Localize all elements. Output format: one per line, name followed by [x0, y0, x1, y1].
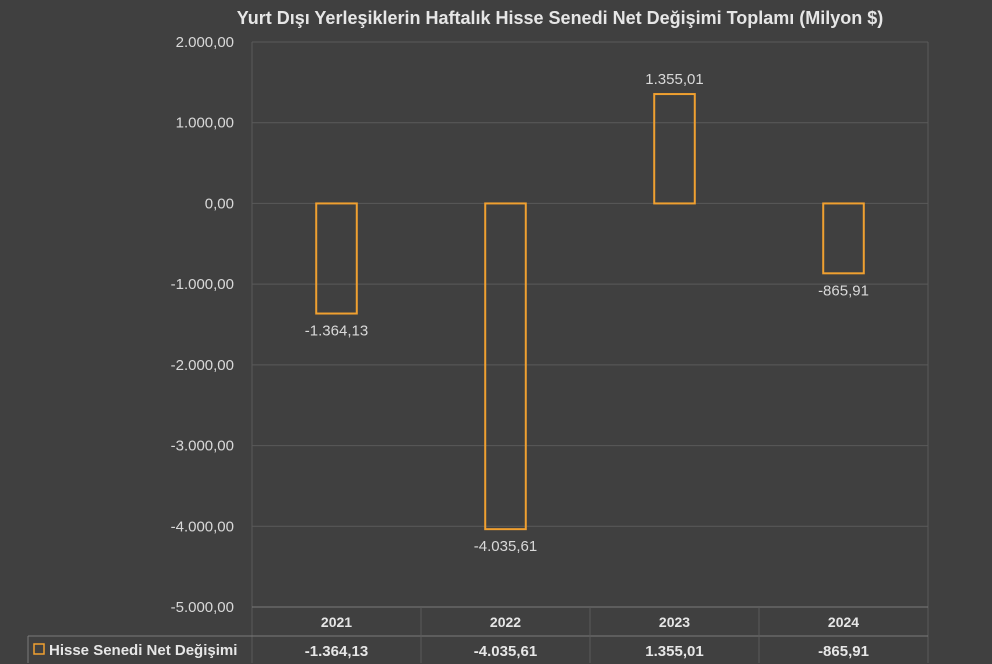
table-value: 1.355,01	[645, 643, 703, 660]
y-tick-label: -3.000,00	[171, 438, 234, 455]
table-value: -1.364,13	[305, 643, 368, 660]
table-value: -4.035,61	[474, 643, 537, 660]
legend-key	[33, 643, 45, 655]
bar	[315, 202, 358, 315]
bars	[315, 93, 865, 531]
bar	[822, 202, 865, 275]
data-label: -4.035,61	[474, 538, 537, 555]
table-value: -865,91	[818, 643, 869, 660]
data-labels: -1.364,13 -4.035,61 1.355,01 -865,91	[305, 71, 869, 555]
y-tick-label: 2.000,00	[176, 34, 234, 51]
x-category-label: 2023	[659, 614, 690, 630]
bar	[484, 202, 527, 531]
data-label: 1.355,01	[645, 71, 703, 88]
data-label: -865,91	[818, 282, 869, 299]
y-axis-tick-labels: 2.000,00 1.000,00 0,00 -1.000,00 -2.000,00 -3…	[171, 34, 234, 616]
bar	[653, 93, 696, 205]
y-tick-label: -4.000,00	[171, 518, 234, 535]
x-category-label: 2024	[828, 614, 859, 630]
data-table: 2021 -1.364,13 2022 -4.035,61 2023 1.355,01 20…	[27, 606, 928, 663]
x-category-label: 2021	[321, 614, 352, 630]
chart-title: Yurt Dışı Yerleşiklerin Haftalık Hisse S…	[236, 8, 884, 28]
y-tick-label: 0,00	[205, 195, 234, 212]
y-tick-label: -2.000,00	[171, 357, 234, 374]
y-tick-label: 1.000,00	[176, 115, 234, 132]
y-tick-label: -1.000,00	[171, 276, 234, 293]
x-category-label: 2022	[490, 614, 521, 630]
y-tick-label: -5.000,00	[171, 599, 234, 616]
legend-series-name: Hisse Senedi Net Değişimi	[49, 642, 237, 659]
gridlines	[251, 41, 929, 663]
data-label: -1.364,13	[305, 323, 368, 340]
